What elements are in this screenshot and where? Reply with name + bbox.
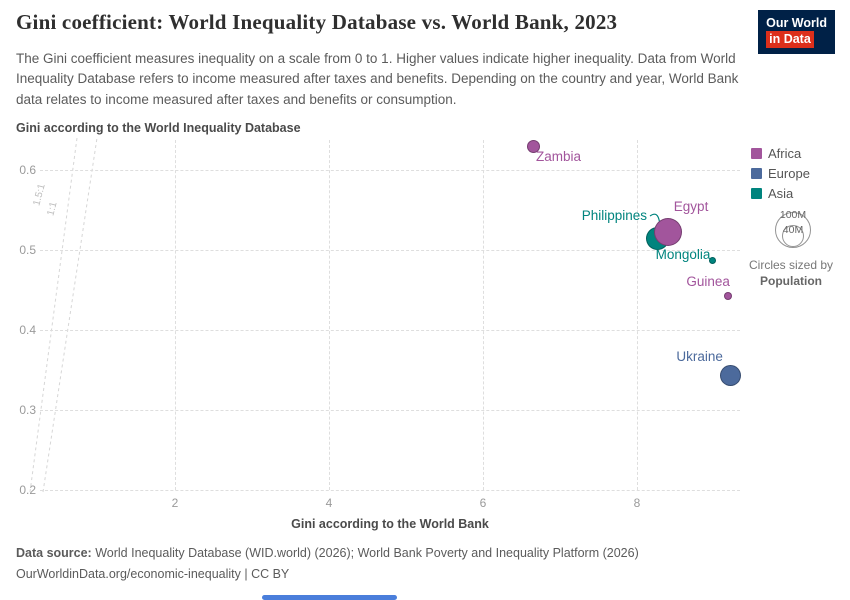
owid-logo-line2: in Data — [766, 31, 814, 48]
page-title: Gini coefficient: World Inequality Datab… — [16, 10, 618, 34]
y-gridline — [40, 410, 740, 411]
size-legend-caption: Circles sized by Population — [741, 257, 841, 289]
point-ukraine[interactable] — [720, 365, 742, 387]
legend-label: Africa — [768, 146, 802, 161]
point-label-philippines: Philippines — [581, 208, 648, 223]
x-tick-label: 6 — [479, 496, 487, 510]
y-gridline — [40, 170, 740, 171]
point-label-ukraine: Ukraine — [676, 348, 723, 364]
legend-label: Europe — [768, 166, 810, 181]
legend-item-europe[interactable]: Europe — [751, 166, 810, 181]
size-legend-inner-circle — [782, 225, 804, 247]
scrollbar-thumb[interactable] — [262, 595, 397, 600]
x-tick-label: 2 — [171, 496, 179, 510]
ratio-line-1-to-1 — [42, 137, 98, 493]
size-legend-caption-line2: Population — [760, 274, 822, 289]
point-guinea[interactable] — [723, 291, 732, 300]
legend-swatch — [751, 188, 762, 199]
point-label-mongolia: Mongolia — [655, 247, 711, 263]
x-axis-title: Gini according to the World Bank — [291, 517, 489, 531]
legend-item-africa[interactable]: Africa — [751, 146, 810, 161]
x-gridline — [637, 140, 638, 490]
point-zambia[interactable] — [526, 139, 540, 153]
legend-swatch — [751, 148, 762, 159]
owid-logo[interactable]: Our World in Data — [758, 10, 835, 54]
point-label-egypt: Egypt — [673, 199, 709, 215]
ratio-line-label-1-to-1: 1:1 — [45, 200, 60, 217]
chart-subtitle: The Gini coefficient measures inequality… — [16, 51, 739, 107]
point-mongolia[interactable] — [708, 256, 716, 264]
license-line[interactable]: OurWorldinData.org/economic-inequality |… — [16, 567, 290, 581]
y-tick-label: 0.4 — [19, 323, 36, 337]
y-gridline — [40, 490, 740, 491]
x-gridline — [329, 140, 330, 490]
point-label-guinea: Guinea — [686, 273, 730, 289]
y-tick-label: 0.5 — [19, 243, 36, 257]
y-tick-label: 0.6 — [19, 163, 36, 177]
data-source-text[interactable]: World Inequality Database (WID.world) (2… — [91, 546, 639, 560]
x-gridline — [483, 140, 484, 490]
y-tick-label: 0.3 — [19, 403, 36, 417]
y-tick-label: 0.2 — [19, 483, 36, 497]
size-legend-label-100m: 100M — [779, 209, 807, 221]
y-gridline — [40, 250, 740, 251]
size-legend: 100M 40M — [770, 208, 816, 252]
size-legend-caption-line1: Circles sized by — [748, 258, 834, 272]
legend-swatch — [751, 168, 762, 179]
legend-item-asia[interactable]: Asia — [751, 186, 810, 201]
legend: Africa Europe Asia — [751, 146, 810, 206]
size-legend-outer-circle — [775, 212, 811, 248]
x-gridline — [175, 140, 176, 490]
x-tick-label: 4 — [325, 496, 333, 510]
y-axis-title: Gini according to the World Inequality D… — [16, 121, 301, 135]
point-label-zambia: Zambia — [536, 149, 582, 164]
size-legend-label-40m: 40M — [782, 224, 804, 236]
owid-logo-line1: Our World — [766, 16, 827, 30]
data-source-label: Data source: — [16, 546, 92, 560]
legend-label: Asia — [768, 186, 794, 201]
ratio-line-label-1-5-to-1: 1.5:1 — [31, 182, 48, 207]
y-gridline — [40, 330, 740, 331]
x-tick-label: 8 — [633, 496, 641, 510]
point-egypt[interactable] — [653, 218, 682, 247]
data-source-line: Data source: World Inequality Database (… — [16, 546, 639, 560]
